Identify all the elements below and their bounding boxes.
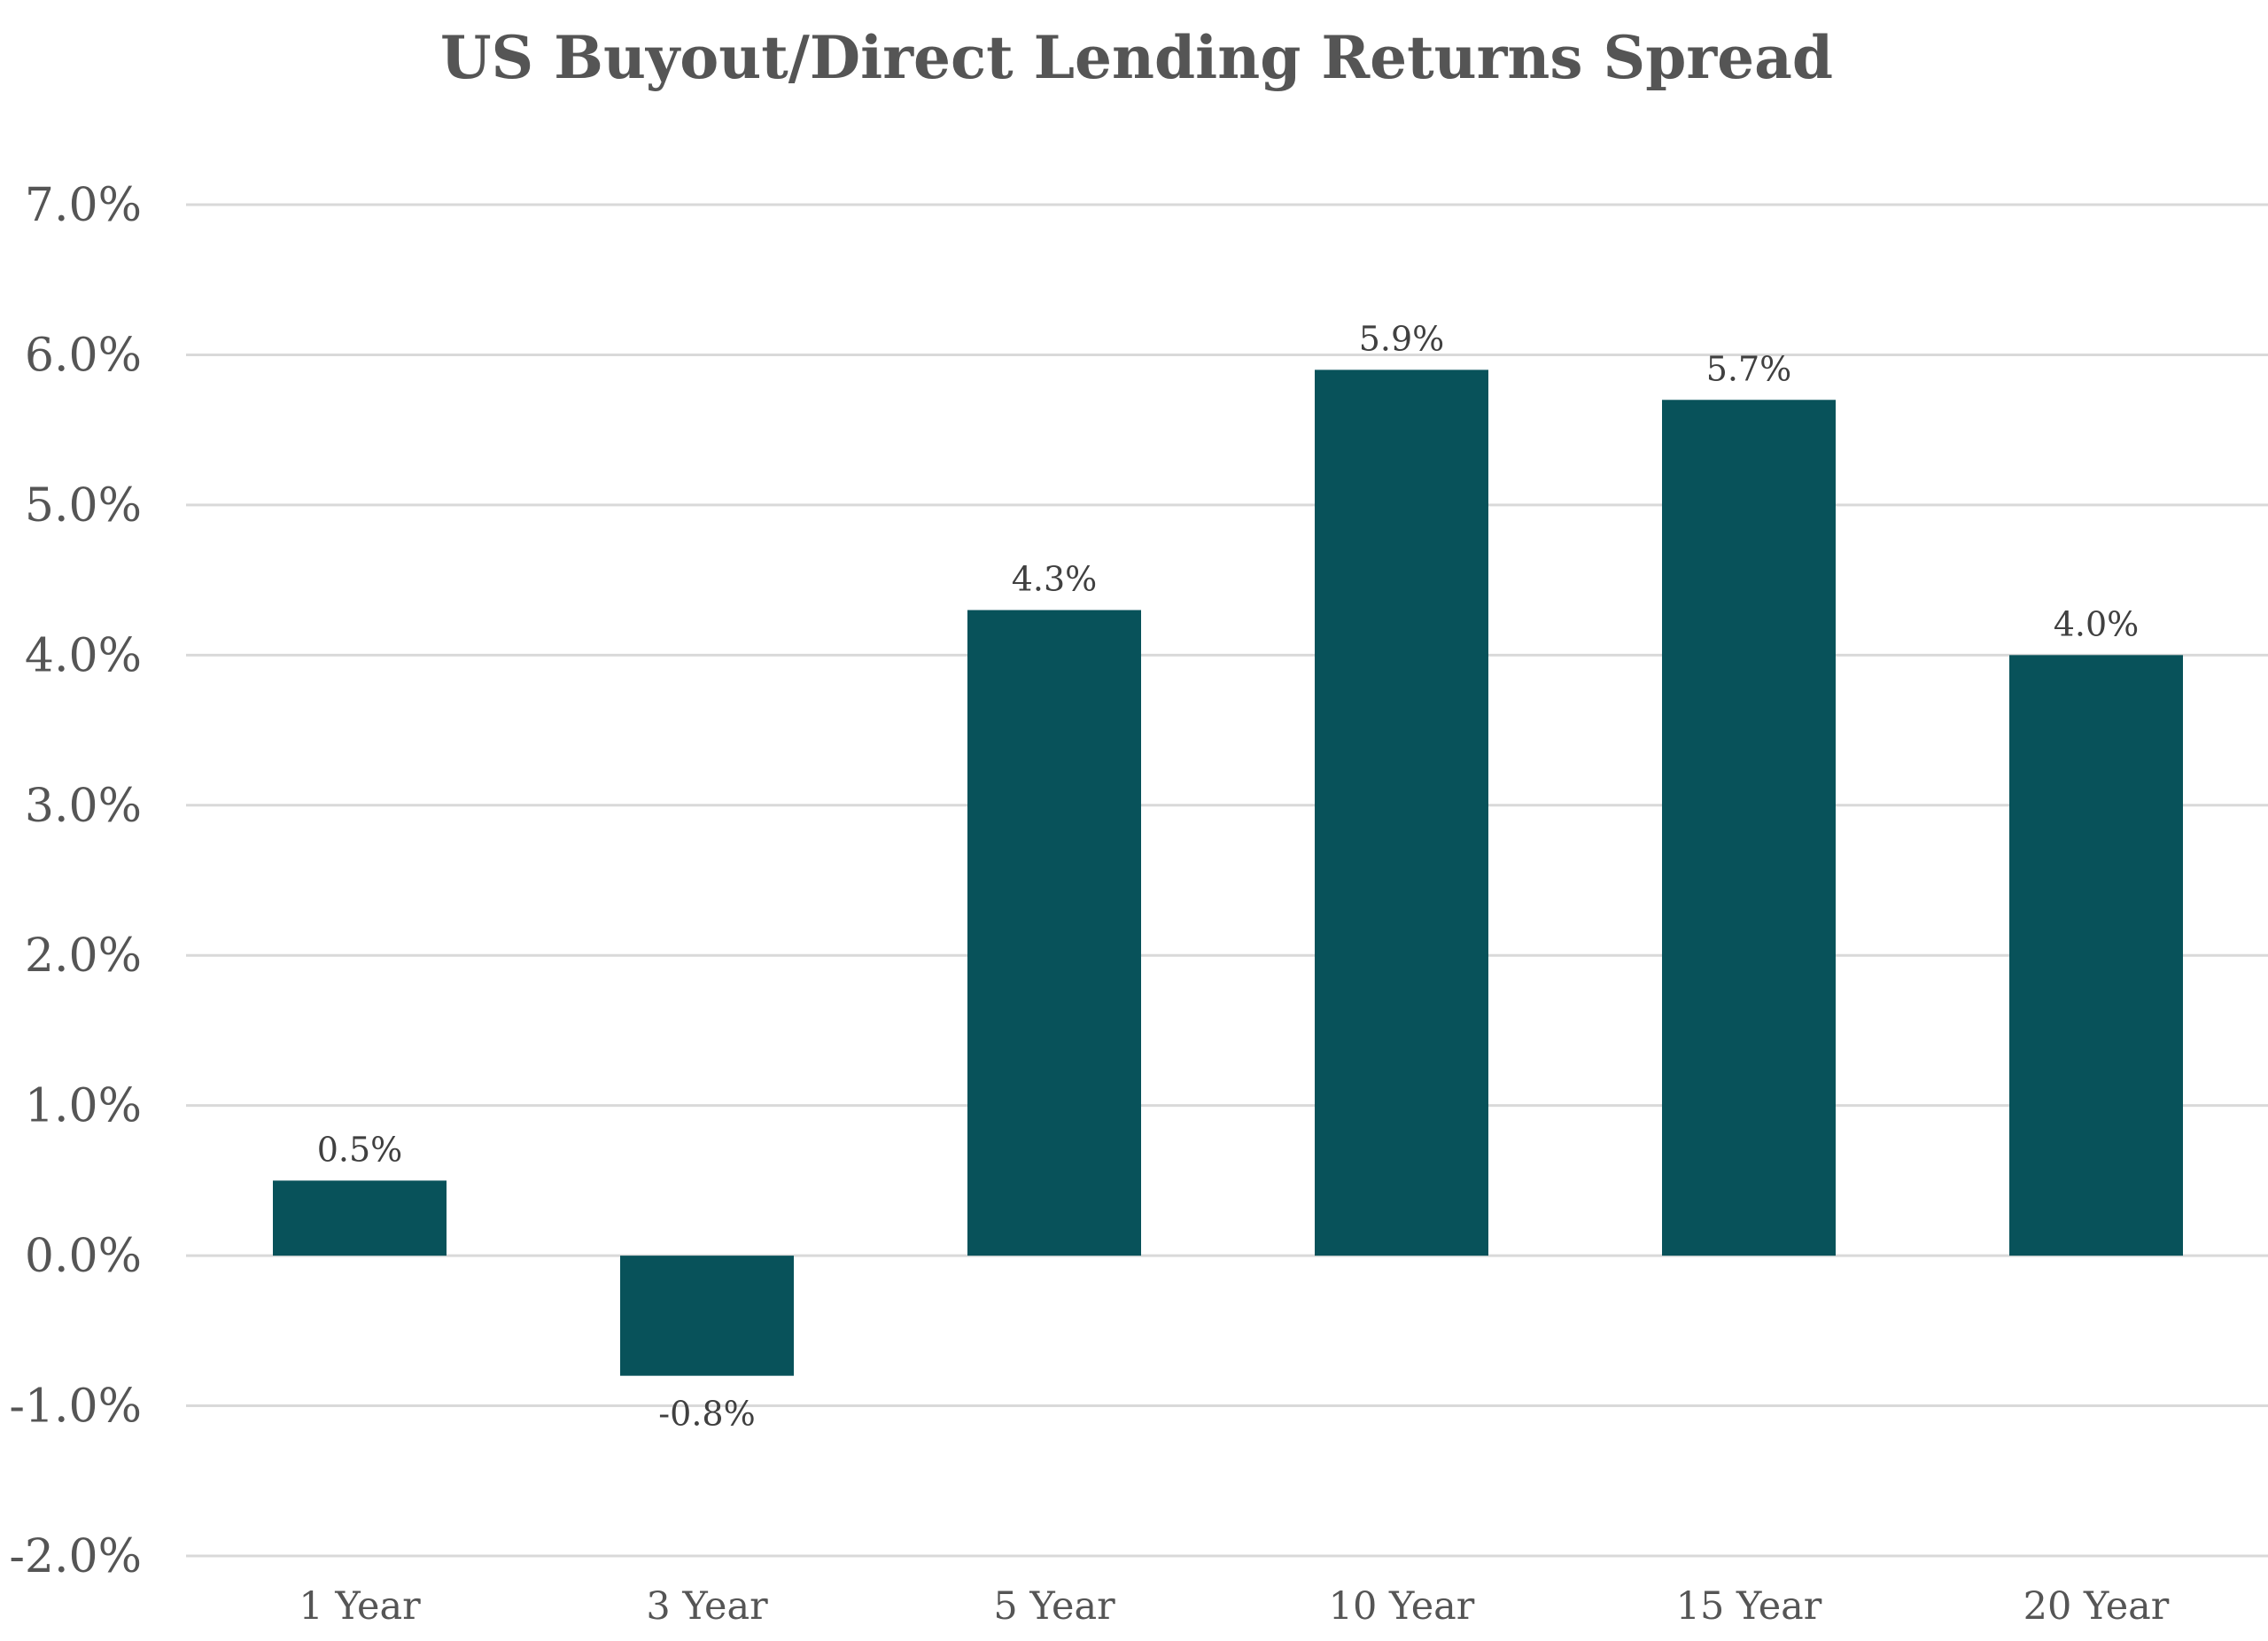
data-label: 4.0% <box>2054 604 2140 643</box>
bar-10-year <box>1315 369 1488 1256</box>
x-category-label: 1 Year <box>299 1584 421 1629</box>
y-tick-label: 0.0% <box>25 1230 142 1283</box>
chart-title: US Buyout/Direct Lending Returns Spread <box>440 23 1833 92</box>
data-label: 4.3% <box>1012 560 1098 599</box>
bar-1-year <box>273 1180 447 1256</box>
y-tick-label: 5.0% <box>25 479 142 533</box>
gridlines <box>186 203 2268 1558</box>
y-tick-label: 6.0% <box>25 329 142 382</box>
x-category-label: 5 Year <box>993 1584 1115 1629</box>
data-label: -0.8% <box>658 1395 755 1434</box>
bar-5-year <box>967 610 1141 1256</box>
data-label: 5.7% <box>1706 349 1792 388</box>
bars <box>273 369 2183 1376</box>
x-category-label: 20 Year <box>2023 1584 2170 1629</box>
y-tick-label: 7.0% <box>25 179 142 232</box>
x-category-label: 3 Year <box>646 1584 768 1629</box>
bar-3-year <box>620 1256 794 1376</box>
data-label: 0.5% <box>317 1130 403 1169</box>
x-axis-categories: 1 Year 3 Year 5 Year 10 Year 15 Year 20 Year <box>299 1584 2169 1629</box>
y-tick-label: 2.0% <box>25 929 142 983</box>
bar-15-year <box>1662 400 1836 1256</box>
x-category-label: 15 Year <box>1676 1584 1822 1629</box>
y-axis-ticks: 7.0% 6.0% 5.0% 4.0% 3.0% 2.0% 1.0% 0.0% -1.0% -2.… <box>9 179 142 1583</box>
y-tick-label: -1.0% <box>9 1380 142 1434</box>
data-label: 5.9% <box>1359 319 1445 358</box>
data-labels: 0.5% -0.8% 4.3% 5.9% 5.7% 4.0% <box>317 319 2140 1433</box>
y-tick-label: 4.0% <box>25 629 142 682</box>
y-tick-label: 3.0% <box>25 780 142 833</box>
x-category-label: 10 Year <box>1329 1584 1475 1629</box>
y-tick-label: -2.0% <box>9 1530 142 1583</box>
y-tick-label: 1.0% <box>25 1080 142 1133</box>
bar-20-year <box>2009 655 2183 1256</box>
